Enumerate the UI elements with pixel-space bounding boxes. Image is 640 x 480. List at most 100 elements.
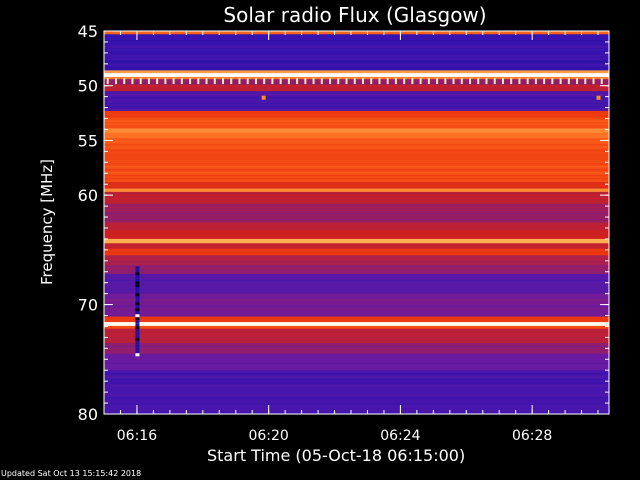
band-texture-row [104,113,609,116]
band-texture-row [104,403,609,405]
interference-burst-cell [135,332,140,336]
interference-burst-cell [135,275,140,279]
interference-burst-cell [135,278,140,282]
hot-pixel [261,95,266,100]
band-texture-row [104,218,609,221]
periodic-marker [312,78,315,85]
periodic-marker [123,78,126,85]
frequency-band [104,265,609,275]
periodic-marker [526,78,529,85]
periodic-marker [427,78,430,85]
periodic-marker [567,78,570,85]
frequency-band [104,293,609,318]
interference-burst-cell [135,284,140,288]
periodic-marker [378,78,381,85]
interference-burst-cell [135,329,140,333]
band-texture-row [104,172,609,174]
band-texture-row [104,212,609,215]
band-texture-row [104,268,609,270]
interference-burst-cell [135,293,140,297]
band-texture-row [104,206,609,209]
periodic-marker [584,78,587,85]
band-texture-row [104,185,609,187]
periodic-marker [230,78,233,85]
y-tick-label: 45 [78,22,98,41]
periodic-marker [534,78,537,85]
periodic-marker [353,78,356,85]
periodic-marker [189,78,192,85]
interference-burst-cell [135,296,140,300]
band-texture-row [104,233,609,235]
interference-burst-cell [135,350,140,354]
periodic-marker [493,78,496,85]
band-texture-row [104,334,609,336]
periodic-marker [139,78,142,85]
hot-pixel [596,95,601,100]
periodic-marker [246,78,249,85]
band-texture-row [104,406,609,408]
interference-burst-cell [135,338,140,342]
periodic-marker [386,78,389,85]
frequency-band [104,243,609,250]
interference-burst-cell [135,272,140,276]
interference-burst-cell [135,311,140,315]
band-texture-row [104,305,609,307]
band-texture-row [104,296,609,298]
band-texture-row [104,67,609,69]
periodic-marker [197,78,200,85]
band-texture-row [104,251,609,253]
band-texture-row [104,200,609,203]
periodic-marker [551,78,554,85]
periodic-marker [213,78,216,85]
band-texture-row [104,144,609,146]
frequency-band [104,238,609,244]
band-texture-row [104,87,609,89]
band-texture-row [104,103,609,105]
interference-burst-cell [135,353,140,357]
periodic-marker [345,78,348,85]
band-texture-row [104,37,609,39]
periodic-marker [114,78,117,85]
periodic-marker [279,78,282,85]
updated-timestamp: Updated Sat Oct 13 15:15:42 2018 [1,469,142,478]
interference-burst-cell [135,281,140,285]
interference-burst-cell [135,308,140,312]
periodic-marker [576,78,579,85]
band-texture-row [104,52,609,54]
band-texture-row [104,379,609,381]
band-texture-row [104,376,609,378]
band-texture-row [104,373,609,375]
periodic-marker [543,78,546,85]
band-texture-row [104,64,609,66]
interference-burst-cell [135,323,140,327]
periodic-marker [452,78,455,85]
frequency-band [104,128,609,134]
frequency-band [104,70,609,74]
frequency-band [104,325,609,330]
interference-burst-cell [135,269,140,273]
interference-burst-cell [135,344,140,348]
periodic-marker [106,78,109,85]
band-texture-row [104,394,609,396]
band-texture-row [104,194,609,197]
chart-title: Solar radio Flux (Glasgow) [223,3,487,27]
x-tick-label: 06:16 [117,428,157,444]
band-texture-row [104,359,609,362]
band-texture-row [104,120,609,122]
periodic-marker [164,78,167,85]
band-texture-row [104,97,609,99]
band-texture-row [104,391,609,393]
band-texture-row [104,365,609,368]
frequency-band [104,79,609,86]
interference-burst-cell [135,326,140,330]
periodic-marker [238,78,241,85]
band-texture-row [104,123,609,125]
frequency-band [104,188,609,193]
band-texture-row [104,100,609,102]
periodic-marker [469,78,472,85]
band-texture-row [104,175,609,177]
interference-burst-cell [135,305,140,309]
band-texture-row [104,163,609,165]
periodic-marker [296,78,299,85]
band-texture-row [104,58,609,60]
